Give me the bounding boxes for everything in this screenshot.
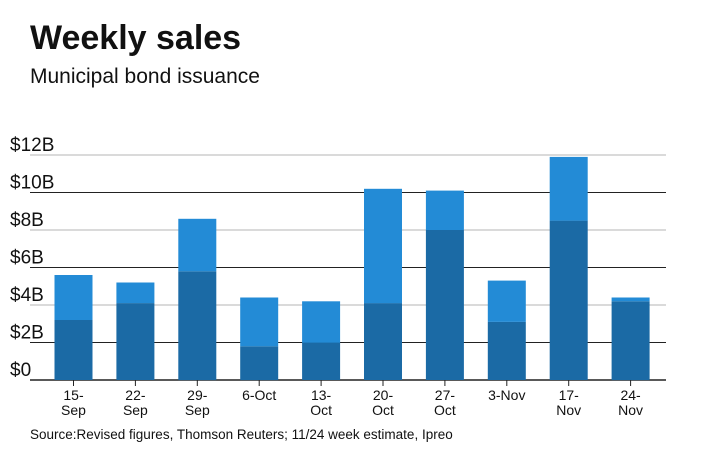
x-tick-label: 6-Oct (242, 387, 276, 403)
bar-segment-upper (116, 283, 154, 304)
y-tick-label: $2B (10, 323, 44, 344)
y-tick-label: $6B (10, 248, 44, 269)
bar-segment-lower (550, 221, 588, 380)
y-tick-label: $4B (10, 285, 44, 306)
y-tick-label: $10B (10, 173, 54, 194)
bar-segment-upper (488, 281, 526, 322)
x-tick-label: Sep (61, 402, 86, 418)
x-tick-label: 24- (620, 387, 641, 403)
bar-segment-upper (240, 298, 278, 347)
bar-segment-lower (364, 303, 402, 380)
y-tick-label: $0 (10, 360, 31, 381)
y-tick-label: $8B (10, 210, 44, 231)
bar-segment-upper (302, 301, 340, 342)
bar-segment-lower (612, 301, 650, 380)
bar-segment-upper (426, 191, 464, 230)
bar-segment-upper (55, 275, 93, 320)
bar-segment-lower (302, 343, 340, 381)
bar-segment-lower (178, 271, 216, 380)
bar-segment-upper (550, 157, 588, 221)
x-tick-label: Nov (618, 402, 643, 418)
bar-segment-lower (426, 230, 464, 380)
x-tick-label: Sep (185, 402, 210, 418)
x-tick-label: 15- (63, 387, 84, 403)
x-tick-label: Oct (434, 402, 456, 418)
x-tick-label: Oct (372, 402, 394, 418)
x-tick-label: 20- (373, 387, 394, 403)
bar-segment-upper (178, 219, 216, 271)
x-tick-label: 17- (559, 387, 580, 403)
bar-segment-lower (55, 320, 93, 380)
x-tick-label: Nov (556, 402, 581, 418)
x-tick-label: 22- (125, 387, 146, 403)
x-tick-label: 27- (435, 387, 456, 403)
bar-segment-lower (116, 303, 154, 380)
bar-segment-upper (364, 189, 402, 303)
stacked-bar-chart: $0$2B$4B$6B$8B$10B$12B15-Sep22-Sep29-Sep… (0, 0, 712, 464)
bar-segment-lower (240, 346, 278, 380)
bar-segment-upper (612, 298, 650, 302)
x-tick-label: Sep (123, 402, 148, 418)
y-tick-label: $12B (10, 135, 54, 156)
bar-segment-lower (488, 322, 526, 380)
x-tick-label: 3-Nov (488, 387, 525, 403)
x-tick-label: Oct (310, 402, 332, 418)
source-note: Source:Revised figures, Thomson Reuters;… (30, 426, 453, 444)
x-tick-label: 29- (187, 387, 208, 403)
x-tick-label: 13- (311, 387, 332, 403)
